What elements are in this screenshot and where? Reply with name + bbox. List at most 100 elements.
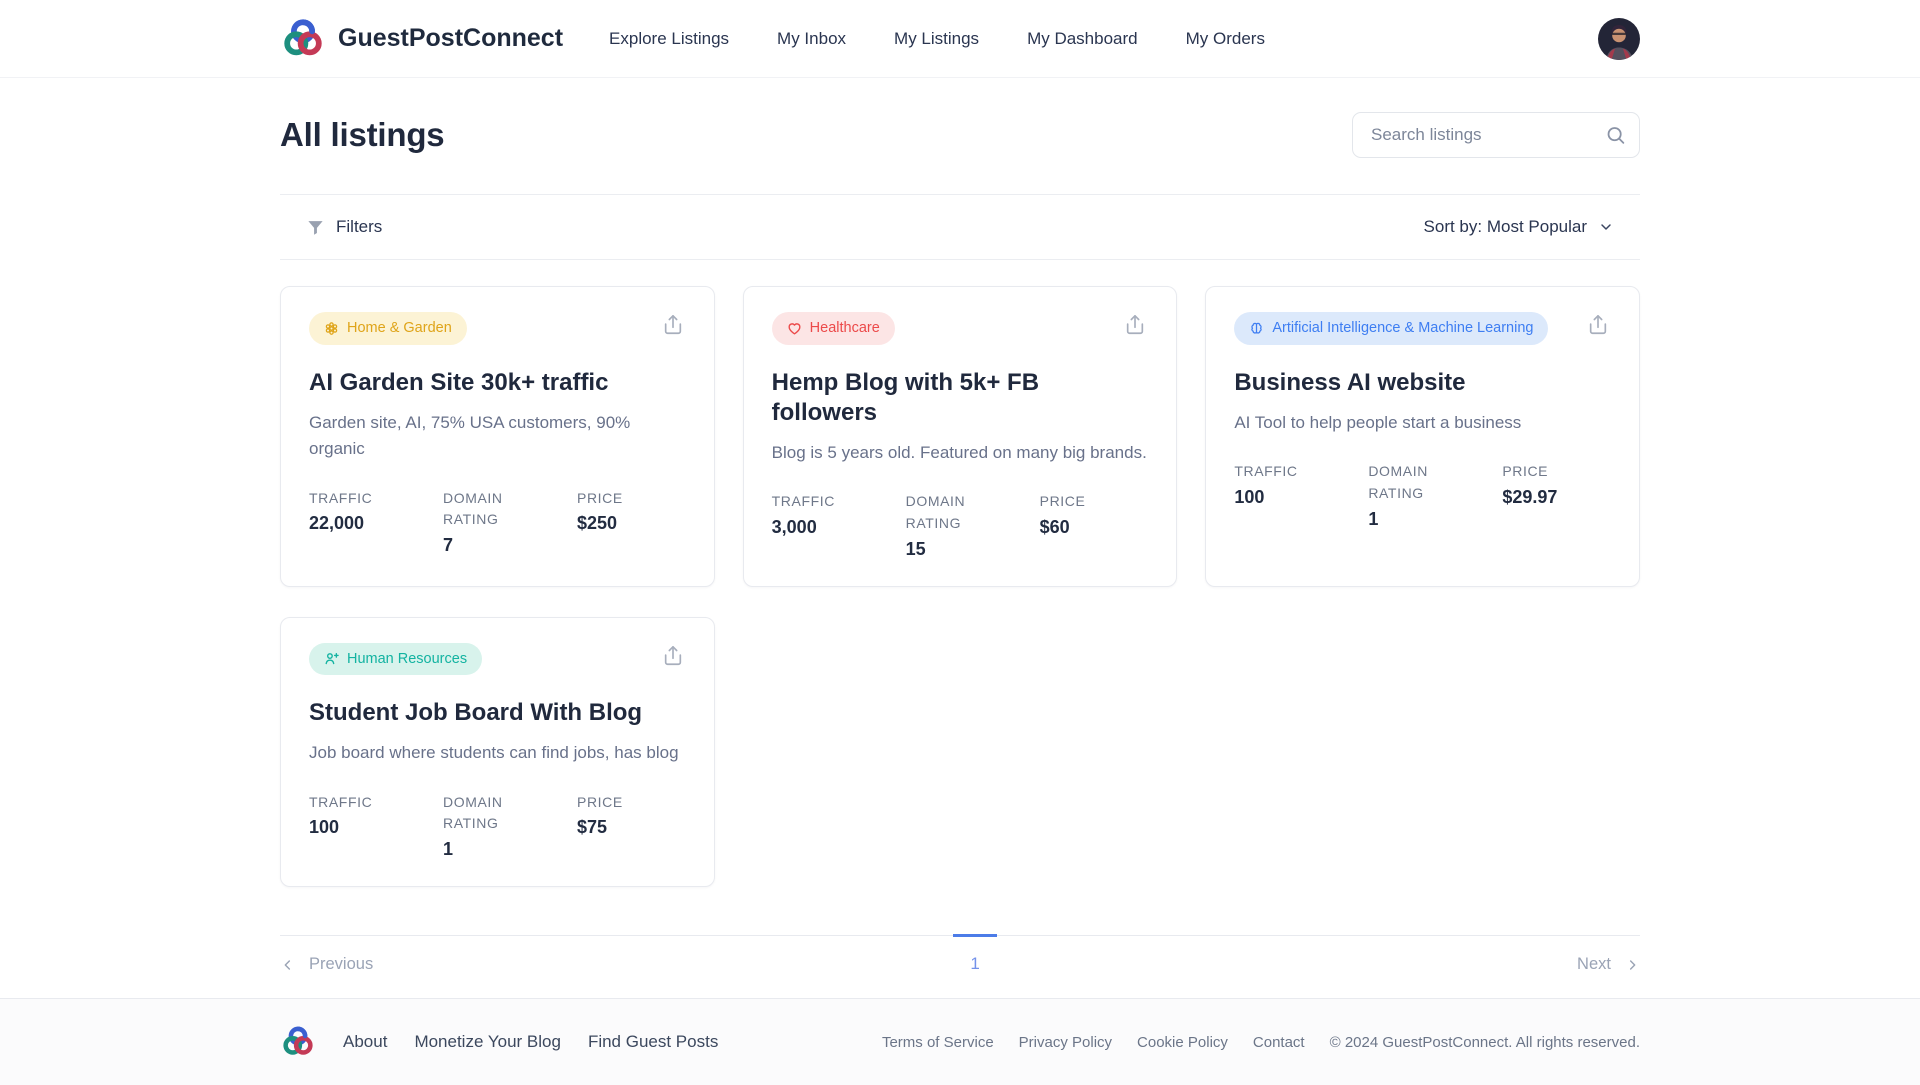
next-label: Next bbox=[1577, 955, 1611, 974]
nav-my-dashboard[interactable]: My Dashboard bbox=[1027, 28, 1138, 48]
domain-rating-label: DOMAIN RATING bbox=[1368, 463, 1428, 501]
traffic-label: TRAFFIC bbox=[771, 493, 835, 510]
footer-logo-icon[interactable] bbox=[280, 1024, 316, 1060]
traffic-value: 100 bbox=[309, 817, 340, 838]
traffic-value: 22,000 bbox=[309, 513, 365, 534]
next-page-button[interactable]: Next bbox=[1577, 936, 1640, 974]
listing-toolbar: Filters Sort by: Most Popular bbox=[280, 194, 1640, 260]
listing-description: Blog is 5 years old. Featured on many bi… bbox=[771, 442, 1147, 462]
domain-rating-value: 15 bbox=[905, 538, 926, 559]
price-label: PRICE bbox=[577, 793, 623, 810]
footer-link-contact[interactable]: Contact bbox=[1252, 1033, 1305, 1051]
domain-rating-label: DOMAIN RATING bbox=[905, 493, 966, 531]
share-button[interactable] bbox=[1585, 312, 1611, 338]
share-icon bbox=[662, 645, 684, 670]
domain-rating-value: 7 bbox=[443, 534, 454, 555]
flower-icon bbox=[324, 321, 339, 336]
listing-title: Hemp Blog with 5k+ FB followers bbox=[771, 368, 1040, 426]
brain-icon bbox=[1249, 321, 1264, 336]
share-icon bbox=[1587, 315, 1609, 339]
footer-link-terms[interactable]: Terms of Service bbox=[881, 1033, 994, 1051]
price-label: PRICE bbox=[577, 489, 623, 506]
listing-description: AI Tool to help people start a business bbox=[1234, 412, 1522, 432]
share-icon bbox=[1124, 315, 1146, 339]
domain-rating-value: 1 bbox=[443, 839, 454, 860]
page-numbers: 1 bbox=[953, 934, 997, 974]
share-button[interactable] bbox=[660, 643, 686, 669]
listing-card[interactable]: Artificial Intelligence & Machine Learni… bbox=[1205, 286, 1640, 587]
category-label: Artificial Intelligence & Machine Learni… bbox=[1272, 320, 1534, 336]
share-button[interactable] bbox=[1122, 312, 1148, 338]
listing-stats: TRAFFIC 3,000 DOMAIN RATING 15 PRICE $60 bbox=[772, 491, 1149, 559]
category-label: Home & Garden bbox=[347, 320, 452, 336]
category-label: Human Resources bbox=[347, 650, 468, 667]
listings-grid: Home & Garden AI Garden Site 30k+ traffi… bbox=[280, 286, 1640, 888]
listing-title: Business AI website bbox=[1234, 368, 1466, 396]
chevron-right-icon bbox=[1624, 957, 1640, 973]
price-label: PRICE bbox=[1502, 463, 1549, 480]
nav-my-orders[interactable]: My Orders bbox=[1185, 28, 1265, 48]
footer-link-find-guest-posts[interactable]: Find Guest Posts bbox=[587, 1032, 719, 1052]
user-avatar[interactable] bbox=[1598, 17, 1640, 60]
previous-label: Previous bbox=[309, 955, 374, 974]
nav-my-inbox[interactable]: My Inbox bbox=[777, 28, 847, 48]
listing-stats: TRAFFIC 100 DOMAIN RATING 1 PRICE $29.97 bbox=[1234, 461, 1611, 529]
sort-dropdown[interactable]: Sort by: Most Popular bbox=[1424, 217, 1614, 237]
brand-logo[interactable]: GuestPostConnect bbox=[280, 16, 563, 62]
listing-description: Job board where students can find jobs, … bbox=[309, 743, 679, 763]
footer-link-monetize[interactable]: Monetize Your Blog bbox=[414, 1032, 561, 1052]
category-badge: Healthcare bbox=[771, 312, 895, 345]
nav-explore-listings[interactable]: Explore Listings bbox=[609, 28, 730, 48]
person-plus-icon bbox=[324, 651, 339, 666]
traffic-value: 3,000 bbox=[771, 516, 817, 537]
category-badge: Artificial Intelligence & Machine Learni… bbox=[1234, 312, 1549, 345]
top-nav-bar: GuestPostConnect Explore Listings My Inb… bbox=[0, 0, 1920, 78]
category-label: Healthcare bbox=[809, 320, 880, 336]
listing-card[interactable]: Human Resources Student Job Board With B… bbox=[280, 616, 715, 888]
footer-link-privacy[interactable]: Privacy Policy bbox=[1018, 1033, 1113, 1051]
share-icon bbox=[662, 315, 684, 339]
listing-title: AI Garden Site 30k+ traffic bbox=[309, 368, 609, 396]
copyright-text: © 2024 GuestPostConnect. All rights rese… bbox=[1329, 1033, 1640, 1051]
filters-label: Filters bbox=[336, 217, 383, 236]
trefoil-knot-logo-icon bbox=[280, 16, 326, 62]
filters-button[interactable]: Filters bbox=[306, 217, 382, 237]
page-number-1[interactable]: 1 bbox=[953, 934, 997, 974]
listing-title: Student Job Board With Blog bbox=[309, 699, 643, 727]
search-input[interactable] bbox=[1352, 112, 1640, 158]
footer: About Monetize Your Blog Find Guest Post… bbox=[0, 998, 1920, 1085]
listing-stats: TRAFFIC 22,000 DOMAIN RATING 7 PRICE $25… bbox=[309, 488, 686, 556]
search-icon[interactable] bbox=[1605, 125, 1626, 146]
share-button[interactable] bbox=[660, 312, 686, 338]
category-badge: Home & Garden bbox=[309, 312, 467, 345]
price-value: $60 bbox=[1039, 516, 1070, 537]
traffic-label: TRAFFIC bbox=[309, 489, 373, 506]
traffic-value: 100 bbox=[1234, 486, 1265, 507]
brand-name: GuestPostConnect bbox=[338, 24, 564, 52]
page-title: All listings bbox=[280, 116, 445, 153]
chevron-down-icon bbox=[1598, 219, 1614, 235]
traffic-label: TRAFFIC bbox=[309, 793, 373, 810]
main-nav: Explore Listings My Inbox My Listings My… bbox=[609, 29, 1265, 49]
funnel-icon bbox=[306, 218, 325, 237]
nav-my-listings[interactable]: My Listings bbox=[894, 28, 980, 48]
price-value: $250 bbox=[577, 513, 618, 534]
traffic-label: TRAFFIC bbox=[1234, 463, 1298, 480]
pagination: Previous 1 Next bbox=[280, 934, 1640, 998]
search-box bbox=[1352, 112, 1640, 158]
listing-card[interactable]: Home & Garden AI Garden Site 30k+ traffi… bbox=[280, 286, 715, 587]
domain-rating-value: 1 bbox=[1368, 508, 1379, 529]
price-value: $29.97 bbox=[1502, 486, 1558, 507]
listing-card[interactable]: Healthcare Hemp Blog with 5k+ FB followe… bbox=[742, 286, 1178, 587]
main-content: All listings Filters Sort by: Most Popul… bbox=[280, 112, 1640, 998]
domain-rating-label: DOMAIN RATING bbox=[443, 793, 503, 832]
price-value: $75 bbox=[577, 817, 608, 838]
previous-page-button[interactable]: Previous bbox=[280, 936, 373, 974]
listing-stats: TRAFFIC 100 DOMAIN RATING 1 PRICE $75 bbox=[309, 792, 686, 860]
sort-label: Sort by: Most Popular bbox=[1423, 217, 1587, 236]
listing-description: Garden site, AI, 75% USA customers, 90% … bbox=[309, 412, 631, 459]
footer-link-cookie[interactable]: Cookie Policy bbox=[1137, 1033, 1228, 1051]
footer-link-about[interactable]: About bbox=[343, 1032, 388, 1052]
price-label: PRICE bbox=[1039, 493, 1086, 510]
heart-icon bbox=[787, 321, 802, 336]
